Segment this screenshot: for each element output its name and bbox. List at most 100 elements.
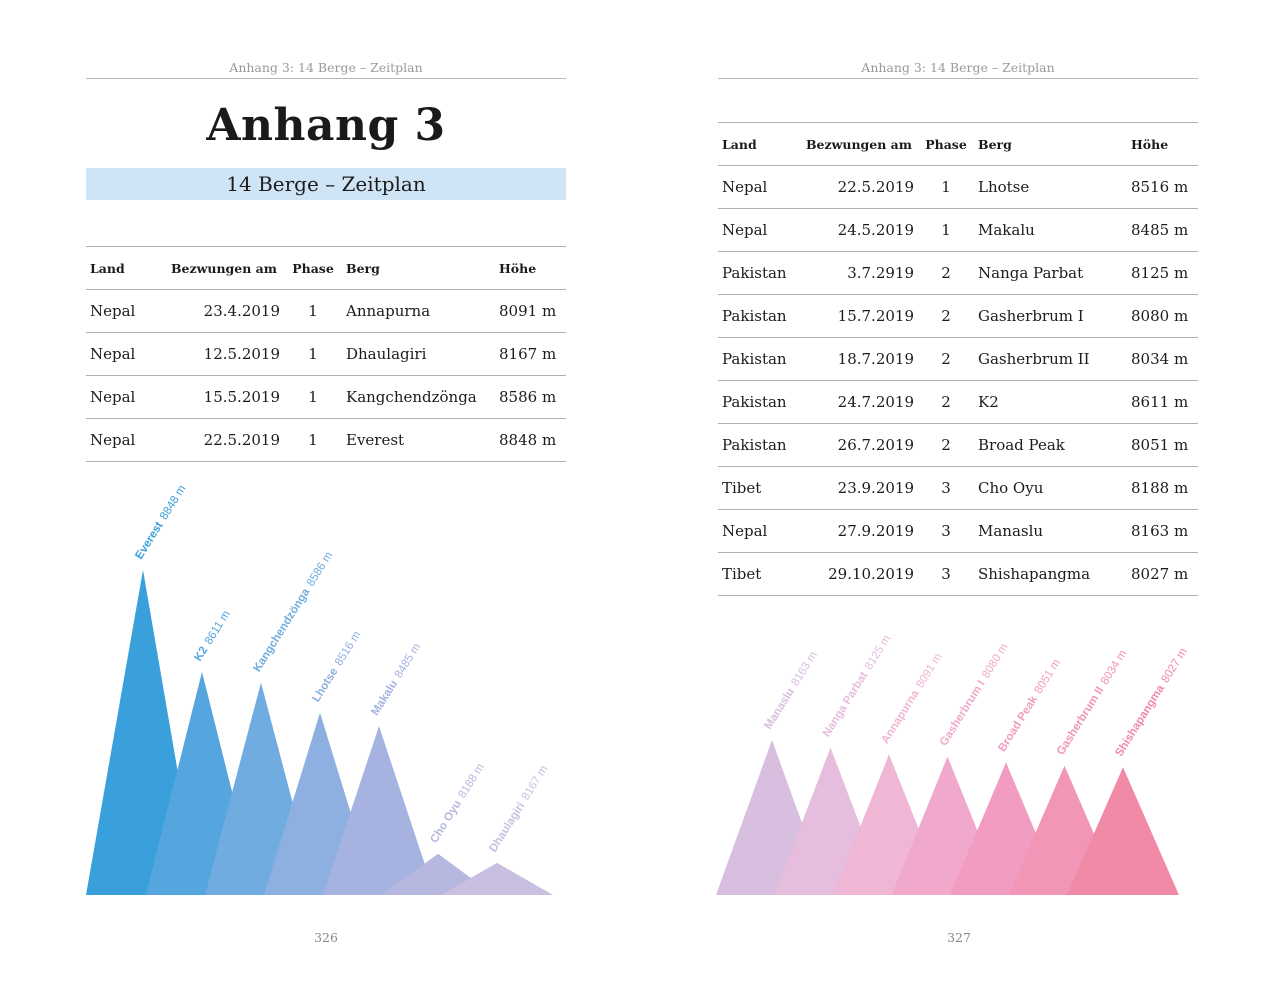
cell-date: 22.5.2019 (800, 165, 918, 209)
cell-mountain: Gasherbrum II (974, 337, 1127, 381)
cell-date: 3.7.2919 (800, 251, 918, 295)
cell-date: 24.7.2019 (800, 380, 918, 424)
cell-land: Nepal (86, 289, 164, 333)
cell-phase: 1 (284, 289, 342, 333)
table-row: Tibet 23.9.2019 3 Cho Oyu 8188 m (718, 466, 1198, 510)
mountain-name-label: K2 (192, 645, 210, 664)
table-row: Nepal 22.5.2019 1 Everest 8848 m (86, 418, 566, 462)
mountain-name-label: Broad Peak (996, 693, 1040, 754)
cell-date: 15.7.2019 (800, 294, 918, 338)
cell-date: 26.7.2019 (800, 423, 918, 467)
mountain-height-label: 8125 m (863, 633, 894, 672)
cell-height: 8516 m (1127, 165, 1198, 209)
cell-date: 18.7.2019 (800, 337, 918, 381)
mountain-height-label: 8080 m (980, 642, 1011, 681)
cell-date: 23.4.2019 (164, 289, 284, 333)
cell-land: Nepal (718, 208, 800, 252)
cell-land: Nepal (86, 332, 164, 376)
table-row: Pakistan 18.7.2019 2 Gasherbrum II 8034 … (718, 337, 1198, 381)
header-mountain: Berg (974, 122, 1127, 166)
header-height: Höhe (495, 246, 566, 290)
mountain-label: Shishapangma8027 m (1113, 646, 1190, 759)
mountain-name-label: Manaslu (762, 686, 797, 731)
cell-height: 8586 m (495, 375, 566, 419)
table-row: Nepal 23.4.2019 1 Annapurna 8091 m (86, 289, 566, 333)
cell-mountain: Cho Oyu (974, 466, 1127, 510)
cell-phase: 1 (284, 418, 342, 462)
cell-mountain: Everest (342, 418, 495, 462)
mountain-height-label: 8516 m (333, 629, 364, 668)
right-page: Anhang 3: 14 Berge – Zeitplan Land Bezwu… (640, 0, 1285, 1000)
header-mountain: Berg (342, 246, 495, 290)
table-row: Pakistan 26.7.2019 2 Broad Peak 8051 m (718, 423, 1198, 467)
mountain-label: Annapurna8091 m (879, 651, 944, 746)
table-row: Pakistan 15.7.2019 2 Gasherbrum I 8080 m (718, 294, 1198, 338)
mountain-label: Kangchendzönga8586 m (251, 550, 335, 674)
schedule-table-left: Land Bezwungen am Phase Berg Höhe Nepal … (86, 246, 566, 462)
mountain-peak-dhaulagiri (441, 862, 553, 895)
cell-land: Tibet (718, 552, 800, 596)
cell-height: 8091 m (495, 289, 566, 333)
running-head: Anhang 3: 14 Berge – Zeitplan (86, 60, 566, 79)
mountain-name-label: Lhotse (310, 666, 340, 704)
cell-phase: 3 (918, 466, 974, 510)
cell-mountain: Lhotse (974, 165, 1127, 209)
mountain-height-label: 8027 m (1159, 646, 1190, 685)
cell-land: Pakistan (718, 423, 800, 467)
table-row: Pakistan 24.7.2019 2 K2 8611 m (718, 380, 1198, 424)
cell-phase: 2 (918, 251, 974, 295)
mountain-height-label: 8848 m (158, 483, 189, 522)
cell-land: Tibet (718, 466, 800, 510)
cell-phase: 2 (918, 423, 974, 467)
mountain-name-label: Shishapangma (1113, 683, 1167, 759)
table-header-row: Land Bezwungen am Phase Berg Höhe (86, 246, 566, 290)
left-page: Anhang 3: 14 Berge – Zeitplan Anhang 3 1… (0, 0, 640, 1000)
header-date: Bezwungen am (800, 122, 918, 166)
mountain-label: Nanga Parbat8125 m (821, 633, 893, 739)
header-phase: Phase (284, 246, 342, 290)
cell-height: 8125 m (1127, 251, 1198, 295)
cell-date: 22.5.2019 (164, 418, 284, 462)
cell-height: 8051 m (1127, 423, 1198, 467)
cell-mountain: Kangchendzönga (342, 375, 495, 419)
mountain-height-label: 8611 m (203, 609, 233, 647)
chapter-title: Anhang 3 (206, 100, 446, 151)
mountain-height-label: 8167 m (520, 764, 551, 803)
mountain-label: Lhotse8516 m (310, 629, 363, 704)
cell-phase: 3 (918, 509, 974, 553)
cell-height: 8188 m (1127, 466, 1198, 510)
mountain-name-label: Dhaulagiri (487, 800, 527, 854)
cell-land: Pakistan (718, 294, 800, 338)
cell-mountain: Nanga Parbat (974, 251, 1127, 295)
cell-height: 8611 m (1127, 380, 1198, 424)
mountain-label: K28611 m (192, 609, 232, 664)
table-row: Nepal 27.9.2019 3 Manaslu 8163 m (718, 509, 1198, 553)
header-phase: Phase (918, 122, 974, 166)
table-row: Nepal 15.5.2019 1 Kangchendzönga 8586 m (86, 375, 566, 419)
header-date: Bezwungen am (164, 246, 284, 290)
mountain-label: Broad Peak8051 m (996, 657, 1063, 754)
mountain-height-label: 8034 m (1099, 648, 1130, 687)
mountain-height-label: 8188 m (456, 762, 487, 801)
running-head: Anhang 3: 14 Berge – Zeitplan (718, 60, 1198, 79)
cell-mountain: Broad Peak (974, 423, 1127, 467)
mountain-name-label: Nanga Parbat (821, 670, 871, 739)
mountain-name-label: Annapurna (879, 688, 922, 746)
page-number: 327 (947, 930, 971, 945)
cell-land: Nepal (86, 418, 164, 462)
cell-date: 15.5.2019 (164, 375, 284, 419)
cell-mountain: Shishapangma (974, 552, 1127, 596)
cell-land: Nepal (718, 165, 800, 209)
cell-phase: 2 (918, 294, 974, 338)
mountain-name-label: Makalu (369, 678, 400, 717)
cell-date: 29.10.2019 (800, 552, 918, 596)
cell-phase: 3 (918, 552, 974, 596)
mountain-height-label: 8091 m (914, 651, 945, 690)
cell-date: 24.5.2019 (800, 208, 918, 252)
table-header-row: Land Bezwungen am Phase Berg Höhe (718, 122, 1198, 166)
mountain-height-label: 8586 m (305, 550, 336, 589)
cell-date: 23.9.2019 (800, 466, 918, 510)
schedule-table-right: Land Bezwungen am Phase Berg Höhe Nepal … (718, 122, 1198, 596)
cell-height: 8034 m (1127, 337, 1198, 381)
